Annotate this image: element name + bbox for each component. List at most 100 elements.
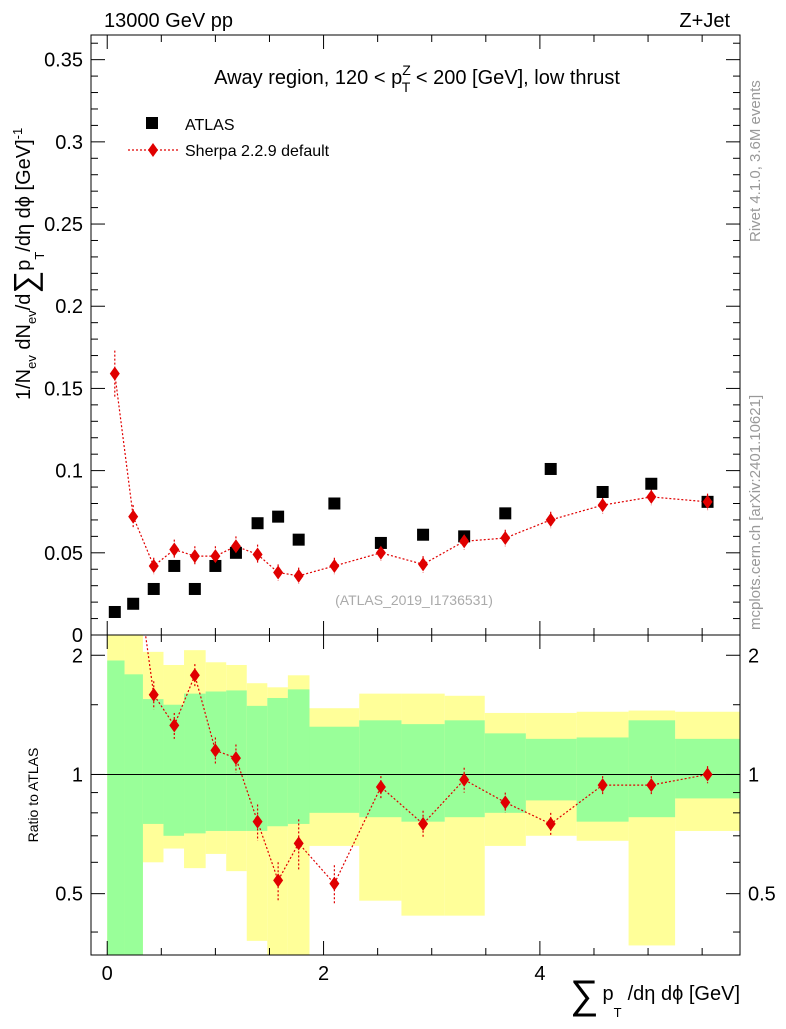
sherpa-point	[109, 366, 120, 381]
x-tick-label: 0	[102, 963, 113, 985]
green-band-bin	[205, 691, 227, 831]
green-band-bin	[309, 726, 360, 813]
header-energy: 13000 GeV pp	[104, 10, 233, 32]
sherpa-point	[459, 534, 470, 549]
green-band-bin	[124, 674, 143, 955]
ratio-point	[293, 836, 304, 851]
green-band-bin	[184, 693, 206, 834]
atlas-point	[168, 559, 181, 572]
ratio-tick-label: 2	[72, 645, 83, 667]
ratio-tick-label-right: 2	[748, 645, 759, 667]
main-data-layer	[108, 350, 714, 618]
atlas-point	[147, 582, 160, 595]
ratio-data-layer	[128, 538, 713, 905]
ratio-tick-label: 0.5	[55, 884, 83, 906]
sherpa-point	[273, 565, 284, 580]
ratio-point	[500, 795, 511, 810]
y-tick-label: 0.35	[44, 50, 83, 72]
ratio-point	[189, 668, 200, 683]
ratio-point	[597, 778, 608, 793]
ratio-point	[210, 743, 221, 758]
header-process: Z+Jet	[679, 10, 730, 32]
sherpa-line	[114, 373, 708, 577]
sherpa-point	[375, 545, 386, 560]
sherpa-point	[252, 547, 263, 562]
ratio-point	[375, 779, 386, 794]
legend-atlas-marker	[146, 117, 158, 129]
sherpa-point	[293, 568, 304, 583]
atlas-point	[596, 485, 609, 498]
y-tick-label: 0.15	[44, 378, 83, 400]
ratio-point	[646, 778, 657, 793]
legend-sherpa-marker	[148, 143, 158, 157]
legend-atlas-label: ATLAS	[185, 117, 235, 134]
green-band-bin	[267, 697, 288, 827]
sherpa-point	[128, 509, 139, 524]
atlas-point	[108, 605, 121, 618]
atlas-point	[499, 507, 512, 520]
atlas-point	[645, 477, 658, 490]
x-axis-label: ∑ pT/dη dϕ [GeV]	[570, 973, 740, 1020]
x-tick-label: 4	[534, 963, 545, 985]
sherpa-point	[418, 557, 429, 572]
green-band-bin	[525, 738, 577, 801]
ratio-point	[702, 767, 713, 782]
x-tick-label: 2	[318, 963, 329, 985]
ratio-plot-frame	[90, 634, 741, 956]
sherpa-point	[148, 558, 159, 573]
green-band-bin	[359, 720, 402, 818]
green-band-bin	[287, 689, 310, 824]
green-band-bin	[401, 724, 445, 822]
ratio-point	[418, 816, 429, 831]
analysis-watermark: (ATLAS_2019_I1736531)	[335, 592, 493, 608]
ratio-tick-label-right: 1	[748, 764, 759, 786]
sherpa-point	[189, 549, 200, 564]
atlas-point	[417, 528, 430, 541]
green-band-bin	[628, 720, 676, 818]
y-tick-label: 0	[72, 625, 83, 647]
ratio-y-axis-label: Ratio to ATLAS	[25, 748, 41, 843]
sherpa-point	[169, 542, 180, 557]
sherpa-point	[329, 558, 340, 573]
atlas-point	[374, 536, 387, 549]
mcplots-label: mcplots.cern.ch [arXiv:2401.10621]	[747, 395, 764, 630]
ratio-point	[169, 718, 180, 733]
ratio-point	[252, 814, 263, 829]
y-axis-label: 1/Nev dNev/d∑pT/dη dϕ [GeV]-1	[7, 128, 47, 400]
ratio-point	[329, 876, 340, 891]
ratio-point	[230, 751, 241, 766]
ratio-point	[459, 772, 470, 787]
green-band-bin	[142, 699, 164, 824]
y-tick-label: 0.25	[44, 214, 83, 236]
atlas-point	[251, 517, 264, 530]
uncertainty-bands	[107, 635, 740, 955]
ratio-point	[148, 687, 159, 702]
y-tick-label: 0.2	[55, 296, 83, 318]
sherpa-point	[702, 494, 713, 509]
atlas-point	[188, 582, 201, 595]
sherpa-point	[210, 549, 221, 564]
atlas-point	[328, 497, 341, 510]
axis-ticks: 00.050.10.150.20.250.30.350 2 40.5 0.51 12 2	[44, 35, 776, 985]
ratio-tick-label-right: 0.5	[748, 884, 776, 906]
sherpa-point	[646, 489, 657, 504]
atlas-point	[127, 597, 140, 610]
legend-sherpa-label: Sherpa 2.2.9 default	[185, 143, 330, 160]
y-tick-label: 0.05	[44, 543, 83, 565]
y-tick-label: 0.1	[55, 461, 83, 483]
y-tick-label: 0.3	[55, 132, 83, 154]
sherpa-point	[597, 498, 608, 513]
atlas-point	[544, 462, 557, 475]
atlas-point	[209, 559, 222, 572]
atlas-point	[292, 533, 305, 546]
ratio-point	[128, 538, 138, 552]
sherpa-point	[545, 512, 556, 527]
ratio-point	[545, 816, 556, 831]
green-band-bin	[163, 704, 185, 836]
rivet-version-label: Rivet 4.1.0, 3.6M events	[747, 80, 764, 242]
sherpa-point	[500, 531, 511, 546]
ratio-tick-label: 1	[72, 764, 83, 786]
chart-title: Away region, 120 < pZ T < 200 [GeV], low …	[214, 62, 620, 95]
